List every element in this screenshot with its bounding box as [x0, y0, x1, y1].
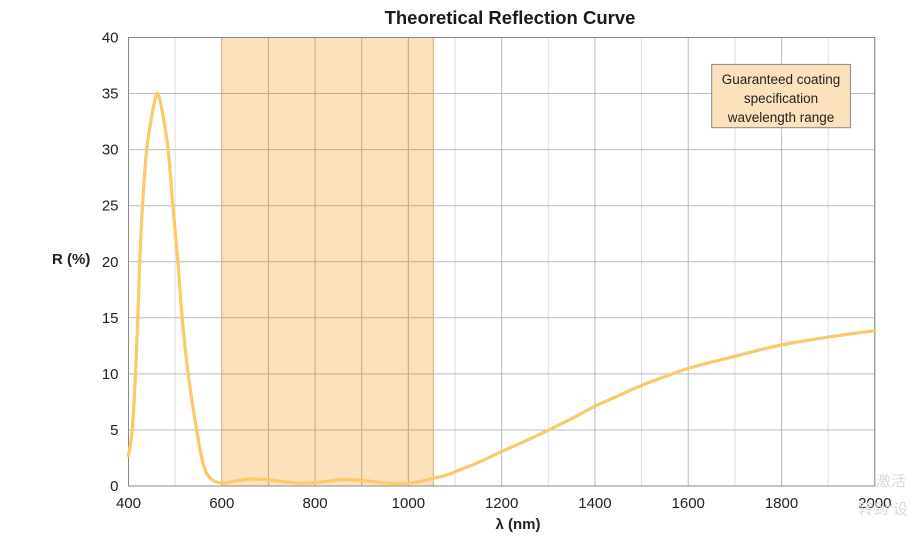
svg-text:1200: 1200 — [485, 495, 518, 512]
svg-text:30: 30 — [102, 142, 119, 159]
svg-text:Guaranteed coating: Guaranteed coating — [722, 72, 841, 87]
svg-text:1600: 1600 — [672, 495, 705, 512]
svg-text:5: 5 — [110, 422, 118, 439]
svg-text:0: 0 — [110, 478, 118, 495]
svg-text:1000: 1000 — [392, 495, 425, 512]
svg-text:40: 40 — [102, 30, 119, 47]
svg-text:800: 800 — [303, 495, 328, 512]
svg-text:10: 10 — [102, 366, 119, 383]
svg-text:1400: 1400 — [578, 495, 611, 512]
svg-text:wavelength range: wavelength range — [727, 110, 835, 125]
svg-text:35: 35 — [102, 86, 119, 103]
svg-text:20: 20 — [102, 254, 119, 271]
svg-text:specification: specification — [744, 91, 818, 106]
svg-text:25: 25 — [102, 198, 119, 215]
svg-text:400: 400 — [116, 495, 141, 512]
svg-text:15: 15 — [102, 310, 119, 327]
svg-text:1800: 1800 — [765, 495, 798, 512]
svg-text:600: 600 — [209, 495, 234, 512]
